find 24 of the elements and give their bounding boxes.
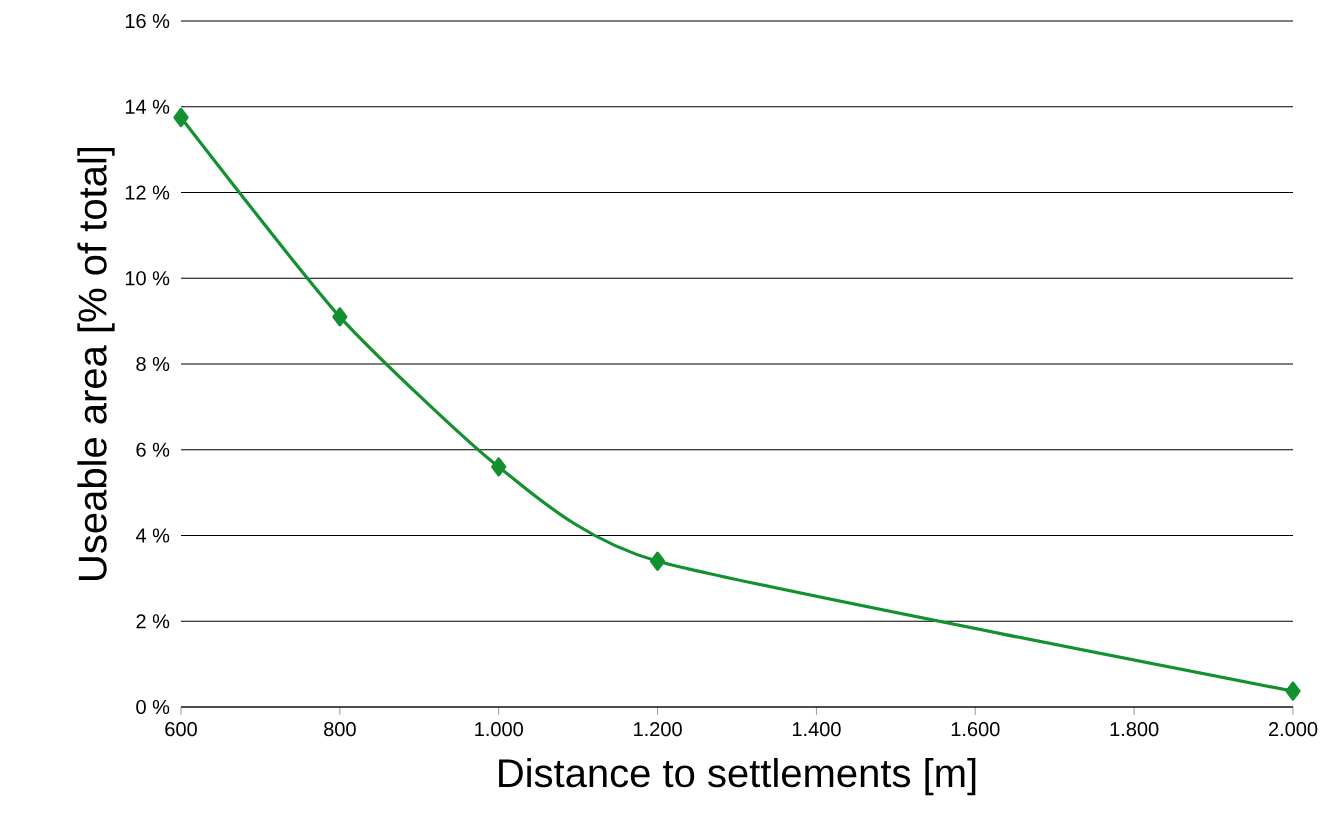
y-tick-label: 14 % xyxy=(125,99,170,114)
x-tick-label: 1.400 xyxy=(792,722,841,737)
y-axis-title: Useable area [% of total] xyxy=(77,147,115,580)
x-tick-label: 1.800 xyxy=(1110,722,1159,737)
point xyxy=(173,107,189,128)
y-tick-label: 10 % xyxy=(125,271,170,286)
y-tick-label: 0 % xyxy=(136,699,170,715)
point xyxy=(332,307,348,327)
x-tick-label: 2.000 xyxy=(1268,722,1318,737)
y-tick-label: 12 % xyxy=(125,185,170,200)
y-tick-label: 2 % xyxy=(136,614,170,629)
y-tick-label: 4 % xyxy=(135,528,170,543)
y-tick-label: 8 % xyxy=(136,356,170,372)
y-tick-label: 16 % xyxy=(125,13,170,29)
point xyxy=(1285,681,1301,701)
x-axis-title: Distance to settlements [m] xyxy=(499,757,976,796)
x-tick-label: 1.600 xyxy=(951,722,1000,737)
x-tick-label: 800 xyxy=(324,722,356,737)
x-tick-label: 1.000 xyxy=(475,722,523,737)
y-tick-label: 6 % xyxy=(136,442,170,457)
point xyxy=(649,551,666,571)
x-tick-label: 1.200 xyxy=(634,722,682,737)
x-tick-label: 600 xyxy=(165,722,197,737)
point xyxy=(491,457,507,477)
